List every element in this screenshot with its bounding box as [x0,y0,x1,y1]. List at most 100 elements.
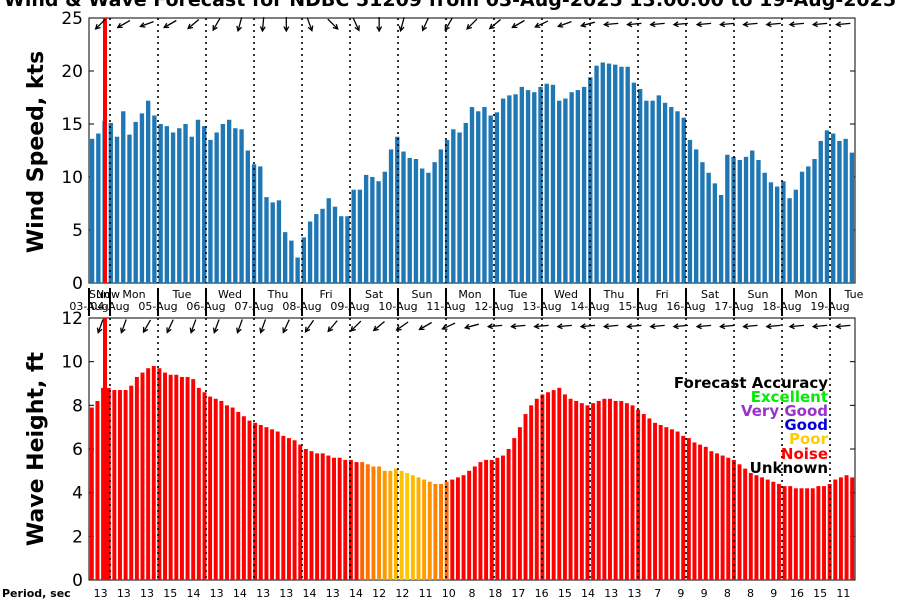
direction-arrow-head [556,323,563,330]
bar [850,477,855,580]
bar [731,459,736,580]
bar [236,411,241,580]
bar [762,172,767,283]
direction-arrow [650,22,665,26]
bar [532,92,537,283]
bar [433,483,438,580]
bar [488,115,493,284]
bar [837,140,842,283]
direction-arrow [627,324,642,328]
direction-arrow [558,20,572,28]
bar [538,86,543,284]
bar [718,195,724,283]
period-value: 13 [604,587,618,600]
bar [600,62,605,283]
bar [426,172,431,283]
bar [653,422,658,580]
bar [112,390,117,580]
day-dow-label: Tue [508,288,528,301]
y-tick-label: 15 [61,115,83,135]
y-tick-label: 2 [72,527,83,547]
bar [455,477,460,580]
direction-arrow [422,17,430,31]
bar [354,462,359,580]
direction-arrow [511,324,526,328]
direction-arrow [604,22,619,26]
bar [517,427,522,580]
bar [625,66,630,283]
bar [619,400,624,580]
bar [810,488,815,580]
direction-arrow-head [421,25,428,32]
bar [495,457,500,580]
direction-arrow-head [163,22,170,29]
direction-arrow [789,22,804,26]
direction-arrow-head [96,327,103,334]
period-value: 15 [558,587,572,600]
direction-arrow-head [418,324,425,331]
bar [289,240,294,283]
bar [662,102,668,283]
direction-arrow [190,319,197,333]
bar [647,418,652,580]
direction-arrow [142,319,152,333]
y-tick-label: 0 [72,571,83,591]
direction-arrow [627,22,642,26]
period-value: 13 [210,587,224,600]
bar [140,372,145,580]
bar [692,442,697,580]
bar [630,405,635,580]
bar [416,477,421,580]
period-value: 14 [186,587,200,600]
bar [725,154,730,283]
bar [413,158,419,283]
bar [669,107,674,283]
direction-arrow [697,22,712,26]
direction-arrow-head [395,325,402,331]
direction-arrow-head [120,327,126,334]
bar [163,372,168,580]
bar [824,130,830,283]
bar [270,202,275,283]
direction-arrow-head [649,323,656,330]
bar [613,400,618,580]
bar [118,390,122,580]
bar [806,166,811,283]
bar [501,455,505,580]
bar [529,405,534,580]
bar [432,162,437,283]
bar [382,470,387,580]
direction-arrow-head [742,21,749,28]
direction-arrow-head [441,324,448,330]
bar [401,151,406,283]
bar [208,396,213,580]
day-dow-label: Mon [122,288,145,301]
bar [720,455,725,580]
direction-arrow-head [398,25,405,33]
direction-arrow-head [142,327,149,334]
bar [489,459,494,580]
bar [339,216,344,283]
wind-panel: 0 5 10 15 20 25 [61,9,856,294]
period-value: 13 [326,587,340,600]
bar [96,133,101,283]
direction-arrow [120,319,127,333]
direction-arrow [466,18,478,30]
day-dow-label: Wed [218,288,242,301]
bar [127,134,132,283]
direction-arrow-head [533,323,540,330]
direction-arrow-head [672,323,679,330]
period-value: 13 [256,587,270,600]
bar [337,457,342,580]
bar [152,115,157,284]
bar [715,453,719,580]
period-value: 14 [303,587,317,600]
bar [694,149,699,283]
direction-arrow-head [811,323,819,330]
bar [774,186,780,283]
direction-arrow [282,319,290,333]
bar [247,420,252,580]
bar [675,431,680,580]
bar [768,182,774,283]
